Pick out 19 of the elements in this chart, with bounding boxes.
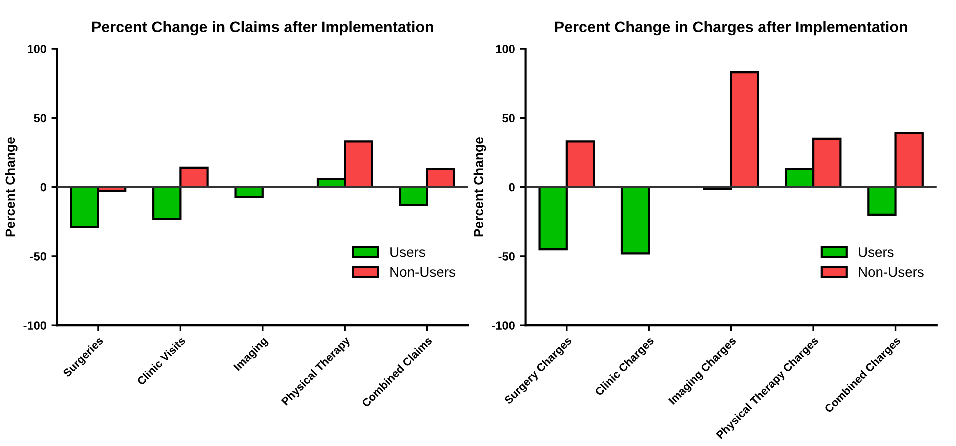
y-tick-label: 50 [502,114,515,123]
chart-title: Percent Change in Claims after Implementation [92,21,434,36]
y-tick-label: -50 [498,252,515,261]
legend-label: Non-Users [859,267,924,278]
y-tick-label: 100 [496,45,515,54]
y-tick-label: -100 [492,322,515,330]
chart-title: Percent Change in Charges after Implementation [555,21,908,36]
y-tick-label: 0 [509,183,515,192]
legend-label: Users [859,248,894,258]
y-tick-label: -100 [24,322,46,330]
y-tick-label: 0 [40,183,46,192]
y-tick-label: -50 [30,252,46,261]
bar [620,186,650,255]
legend-label: Non-Users [390,267,456,278]
y-tick-label: 100 [28,45,46,54]
y-tick-label: 50 [34,114,46,123]
y-axis-title: Percent Change [5,138,18,237]
y-axis-title: Percent Change [474,138,486,237]
legend-label: Users [390,248,426,258]
